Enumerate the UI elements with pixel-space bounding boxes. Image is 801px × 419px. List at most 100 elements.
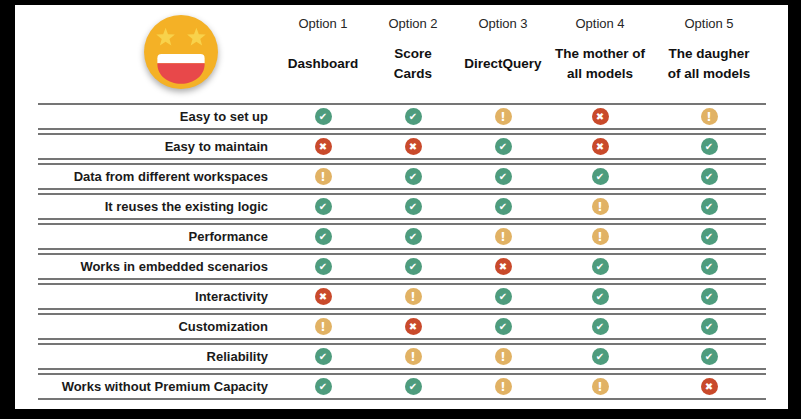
comparison-table: Easy to set up✔✔!✖!Easy to maintain✖✖✔✖✔…	[38, 103, 766, 403]
table-row: It reuses the existing logic✔✔✔!✔	[38, 193, 766, 220]
status-cell: !	[652, 108, 766, 125]
check-circle-icon: ✔	[701, 318, 718, 335]
option-label: Option 3	[458, 11, 548, 37]
status-cell: ✔	[548, 288, 652, 305]
option-column-2: Option 2Score Cards	[368, 11, 458, 91]
status-cell: !	[548, 378, 652, 395]
status-cell: ✔	[652, 168, 766, 185]
option-name: DirectQuery	[458, 37, 548, 91]
status-cell: ✔	[368, 228, 458, 245]
exclamation-circle-icon: !	[701, 108, 718, 125]
option-name: Score Cards	[368, 37, 458, 91]
table-row: Reliability✔!!✔✔	[38, 343, 766, 370]
exclamation-circle-icon: !	[495, 108, 512, 125]
status-cell: !	[368, 348, 458, 365]
option-label: Option 2	[368, 11, 458, 37]
check-circle-icon: ✔	[315, 378, 332, 395]
status-cell: ✔	[368, 168, 458, 185]
option-column-3: Option 3DirectQuery	[458, 11, 548, 91]
check-circle-icon: ✔	[701, 168, 718, 185]
check-circle-icon: ✔	[315, 258, 332, 275]
exclamation-circle-icon: !	[592, 228, 609, 245]
check-circle-icon: ✔	[701, 348, 718, 365]
table-row: Customization!✖✔✔✔	[38, 313, 766, 340]
status-cell: !	[458, 348, 548, 365]
status-cell: !	[458, 228, 548, 245]
check-circle-icon: ✔	[405, 258, 422, 275]
table-row: Interactivity✖!✔✔✔	[38, 283, 766, 310]
option-label: Option 4	[548, 11, 652, 37]
status-cell: !	[368, 288, 458, 305]
option-name: The daugher of all models	[652, 37, 766, 91]
check-circle-icon: ✔	[701, 138, 718, 155]
status-cell: ✖	[368, 318, 458, 335]
cross-circle-icon: ✖	[315, 138, 332, 155]
status-cell: ✔	[368, 108, 458, 125]
table-row: Works in embedded scenarios ✔ ✔ ✖ ✔ ✔	[38, 253, 766, 280]
status-cell: ✖	[278, 288, 368, 305]
exclamation-circle-icon: !	[592, 198, 609, 215]
option-label: Option 5	[652, 11, 766, 37]
status-cell: ✔	[278, 198, 368, 215]
status-cell: !	[548, 228, 652, 245]
check-circle-icon: ✔	[405, 198, 422, 215]
status-cell: ✔	[458, 168, 548, 185]
row-label: Interactivity	[38, 289, 278, 304]
table-header: Option 1DashboardOption 2Score CardsOpti…	[38, 11, 766, 91]
check-circle-icon: ✔	[405, 108, 422, 125]
check-circle-icon: ✔	[315, 108, 332, 125]
check-circle-icon: ✔	[592, 258, 609, 275]
check-circle-icon: ✔	[405, 168, 422, 185]
status-cell: !	[278, 168, 368, 185]
exclamation-circle-icon: !	[592, 378, 609, 395]
check-circle-icon: ✔	[701, 198, 718, 215]
row-label: Works in embedded scenarios	[38, 259, 278, 274]
check-circle-icon: ✔	[701, 288, 718, 305]
check-circle-icon: ✔	[315, 228, 332, 245]
status-cell: ✔	[458, 288, 548, 305]
check-circle-icon: ✔	[495, 138, 512, 155]
status-cell: ✖	[548, 108, 652, 125]
table-row: Performance✔✔!!✔	[38, 223, 766, 250]
option-column-5: Option 5The daugher of all models	[652, 11, 766, 91]
status-cell: !	[548, 198, 652, 215]
status-cell: ✔	[652, 198, 766, 215]
status-cell: ✔	[278, 348, 368, 365]
status-cell: ✔	[548, 258, 652, 275]
table-row: Easy to set up✔✔!✖!	[38, 103, 766, 130]
status-cell: !	[278, 318, 368, 335]
row-label: Customization	[38, 319, 278, 334]
header-spacer	[38, 11, 278, 91]
row-label: Works without Premium Capacity	[38, 379, 278, 394]
exclamation-circle-icon: !	[405, 348, 422, 365]
status-cell: ✔	[548, 318, 652, 335]
status-cell: ✔	[368, 378, 458, 395]
exclamation-circle-icon: !	[315, 318, 332, 335]
check-circle-icon: ✔	[701, 258, 718, 275]
check-circle-icon: ✔	[592, 348, 609, 365]
status-cell: ✖	[368, 138, 458, 155]
status-cell: ✔	[458, 198, 548, 215]
option-name: The mother of all models	[548, 37, 652, 91]
status-cell: ✔	[652, 258, 766, 275]
option-column-4: Option 4The mother of all models	[548, 11, 652, 91]
exclamation-circle-icon: !	[495, 348, 512, 365]
check-circle-icon: ✔	[592, 318, 609, 335]
slide-canvas: Option 1DashboardOption 2Score CardsOpti…	[15, 5, 788, 409]
status-cell: ✔	[368, 258, 458, 275]
table-row: Data from different workspaces!✔✔✔✔	[38, 163, 766, 190]
status-cell: ✔	[458, 318, 548, 335]
option-column-1: Option 1Dashboard	[278, 11, 368, 91]
status-cell: ✔	[548, 348, 652, 365]
status-cell: ✔	[652, 318, 766, 335]
status-cell: !	[458, 378, 548, 395]
exclamation-circle-icon: !	[495, 228, 512, 245]
status-cell: ✖	[458, 258, 548, 275]
table-row: Easy to maintain✖✖✔✖✔	[38, 133, 766, 160]
cross-circle-icon: ✖	[315, 288, 332, 305]
status-cell: ✔	[278, 258, 368, 275]
check-circle-icon: ✔	[592, 168, 609, 185]
check-circle-icon: ✔	[405, 228, 422, 245]
row-label: Easy to maintain	[38, 139, 278, 154]
status-cell: ✔	[278, 378, 368, 395]
